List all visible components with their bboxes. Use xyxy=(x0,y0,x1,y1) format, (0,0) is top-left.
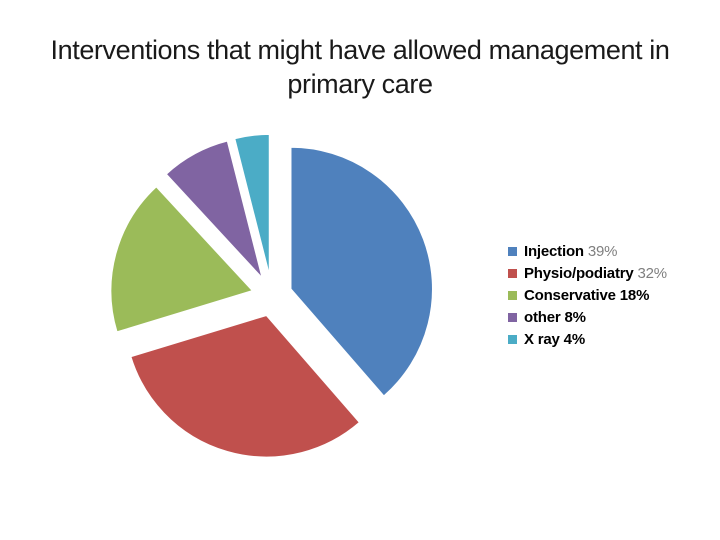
legend-label: X ray 4% xyxy=(524,330,585,348)
pie-slice-x-ray xyxy=(233,133,271,277)
legend-label: Conservative 18% xyxy=(524,286,650,304)
legend-swatch-icon xyxy=(508,334,517,344)
legend-swatch-icon xyxy=(508,246,517,256)
pie-slice-physio-podiatry xyxy=(129,314,361,458)
legend-item-other: other 8% xyxy=(508,306,667,328)
legend-swatch-icon xyxy=(508,312,517,322)
slide-title: Interventions that might have allowed ma… xyxy=(20,33,700,101)
title-line-1: Interventions that might have allowed ma… xyxy=(50,35,670,65)
chart-legend: Injection 39% Physio/podiatry 32% Conserva… xyxy=(508,240,667,350)
legend-label: other 8% xyxy=(524,308,586,326)
legend-item-injection: Injection 39% xyxy=(508,240,667,262)
legend-label: Physio/podiatry 32% xyxy=(524,264,667,282)
legend-item-x-ray: X ray 4% xyxy=(508,328,667,350)
pie-slice-other xyxy=(164,139,264,279)
pie-slice-conservative xyxy=(110,185,255,334)
legend-label: Injection 39% xyxy=(524,242,618,260)
legend-item-physio-podiatry: Physio/podiatry 32% xyxy=(508,262,667,284)
title-line-2: primary care xyxy=(287,69,433,99)
legend-swatch-icon xyxy=(508,290,517,300)
pie-slice-injection xyxy=(289,146,434,398)
legend-item-conservative: Conservative 18% xyxy=(508,284,667,306)
legend-swatch-icon xyxy=(508,268,517,278)
